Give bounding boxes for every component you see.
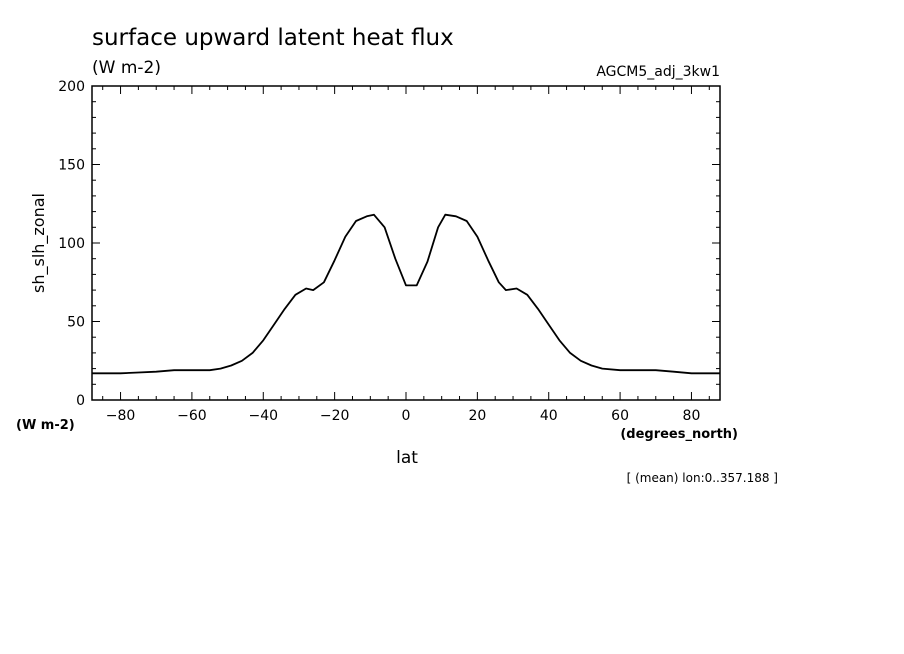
y-axis-units: (W m-2) xyxy=(16,418,75,433)
footnote: [ (mean) lon:0..357.188 ] xyxy=(627,471,778,485)
x-tick-label: 40 xyxy=(540,408,558,424)
y-axis-label: sh_slh_zonal xyxy=(29,193,49,293)
y-tick-label: 0 xyxy=(76,393,85,409)
x-tick-label: 80 xyxy=(683,408,701,424)
x-tick-label: 0 xyxy=(402,408,411,424)
chart-title-units: (W m-2) xyxy=(92,58,161,78)
series-line xyxy=(92,213,720,375)
axis-ticks xyxy=(92,86,720,400)
x-tick-label: −20 xyxy=(320,408,350,424)
x-axis-units: (degrees_north) xyxy=(620,427,738,442)
chart-title: surface upward latent heat flux xyxy=(92,25,454,51)
x-axis-label: lat xyxy=(396,448,418,468)
x-tick-label: −40 xyxy=(248,408,278,424)
y-tick-label: 150 xyxy=(58,158,85,174)
x-tick-label: 60 xyxy=(611,408,629,424)
x-tick-label: −60 xyxy=(177,408,207,424)
y-tick-label: 100 xyxy=(58,236,85,252)
y-tick-labels: 0 50 100 150 200 xyxy=(58,79,85,409)
y-tick-label: 50 xyxy=(67,315,85,331)
run-label: AGCM5_adj_3kw1 xyxy=(596,64,720,80)
y-tick-label: 200 xyxy=(58,79,85,95)
x-tick-label: 20 xyxy=(468,408,486,424)
x-tick-label: −80 xyxy=(106,408,136,424)
plot-frame xyxy=(91,85,721,401)
x-tick-labels: −80 −60 −40 −20 0 20 40 60 80 xyxy=(106,408,701,424)
